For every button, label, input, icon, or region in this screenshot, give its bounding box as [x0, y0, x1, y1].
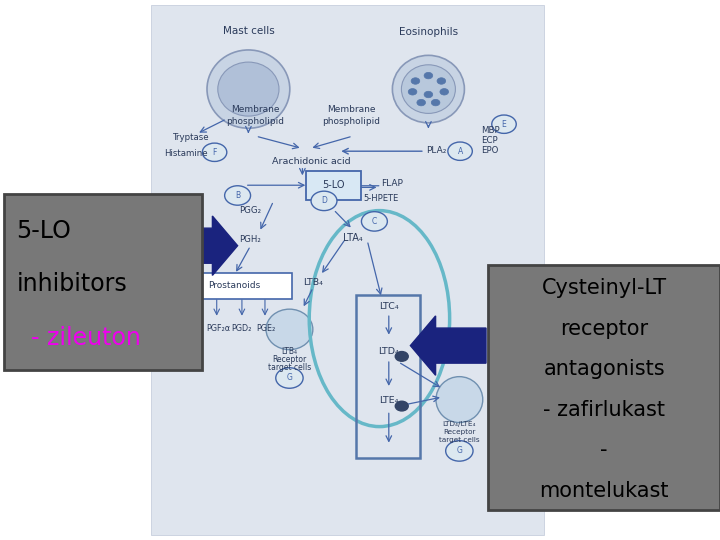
Text: Membrane: Membrane [231, 105, 280, 113]
Text: Eosinophils: Eosinophils [399, 28, 458, 37]
Text: 5-LO: 5-LO [17, 219, 71, 242]
Text: E: E [502, 120, 506, 129]
Ellipse shape [207, 50, 289, 128]
Text: Mast cells: Mast cells [222, 26, 274, 36]
Circle shape [417, 99, 426, 106]
Text: - zafirlukast: - zafirlukast [543, 400, 665, 420]
FancyBboxPatch shape [488, 265, 720, 510]
Text: PGH₂: PGH₂ [240, 235, 261, 244]
Circle shape [437, 78, 446, 84]
Circle shape [424, 91, 433, 98]
Ellipse shape [392, 56, 464, 123]
Ellipse shape [217, 62, 279, 116]
Ellipse shape [402, 65, 455, 113]
Text: Membrane: Membrane [327, 105, 376, 113]
Text: receptor: receptor [560, 319, 648, 339]
Text: FLAP: FLAP [382, 179, 403, 188]
Circle shape [431, 99, 440, 106]
Text: B: B [235, 191, 240, 200]
FancyArrow shape [137, 216, 238, 275]
Circle shape [361, 212, 387, 231]
FancyBboxPatch shape [4, 194, 202, 370]
Text: inhibitors: inhibitors [17, 272, 127, 295]
Circle shape [202, 143, 227, 161]
FancyBboxPatch shape [306, 171, 361, 200]
Text: Receptor: Receptor [272, 355, 307, 363]
Circle shape [225, 186, 251, 205]
Text: 5-HPETE: 5-HPETE [364, 194, 399, 203]
Text: antagonists: antagonists [544, 359, 665, 379]
Ellipse shape [436, 377, 482, 422]
Text: TXA₂: TXA₂ [184, 324, 202, 333]
Text: target cells: target cells [268, 363, 311, 372]
Text: Tryptase: Tryptase [173, 133, 209, 142]
FancyBboxPatch shape [176, 273, 292, 299]
Text: Histamine: Histamine [164, 150, 207, 158]
Text: ECP: ECP [481, 136, 498, 145]
Text: LTB₄: LTB₄ [303, 278, 323, 287]
Text: Arachidonic acid: Arachidonic acid [271, 158, 351, 166]
Text: 5-LO: 5-LO [322, 180, 345, 190]
Text: PGG₂: PGG₂ [240, 206, 261, 215]
Text: phospholipid: phospholipid [227, 117, 284, 126]
Text: target cells: target cells [439, 437, 480, 443]
Text: LTA₄: LTA₄ [343, 233, 363, 242]
Text: PLA₂: PLA₂ [426, 146, 446, 154]
Text: G: G [456, 447, 462, 455]
Text: A: A [457, 147, 463, 156]
Circle shape [411, 78, 420, 84]
Ellipse shape [266, 309, 312, 350]
Circle shape [276, 368, 303, 388]
Circle shape [395, 401, 408, 411]
Text: D: D [321, 197, 327, 205]
Text: F: F [212, 148, 217, 157]
Text: LTD₄/LTE₄: LTD₄/LTE₄ [443, 421, 476, 427]
Text: - zileuton: - zileuton [31, 326, 141, 349]
Circle shape [408, 89, 417, 95]
Text: PGD₂: PGD₂ [232, 324, 252, 333]
Text: -: - [600, 440, 608, 460]
Text: montelukast: montelukast [539, 481, 669, 501]
Text: PGE₂: PGE₂ [256, 324, 275, 333]
Text: LTE₄: LTE₄ [379, 396, 398, 405]
Text: LTB₄: LTB₄ [282, 347, 297, 355]
Text: C: C [372, 217, 377, 226]
Circle shape [311, 191, 337, 211]
Circle shape [448, 142, 472, 160]
Text: PGF₂α: PGF₂α [206, 324, 230, 333]
Text: Cysteinyl-LT: Cysteinyl-LT [541, 278, 667, 298]
Text: LTD₄: LTD₄ [379, 347, 399, 355]
FancyBboxPatch shape [151, 5, 544, 535]
Text: Receptor: Receptor [443, 429, 476, 435]
Text: phospholipid: phospholipid [323, 117, 380, 126]
Circle shape [446, 441, 473, 461]
Circle shape [395, 352, 408, 361]
FancyArrow shape [410, 316, 486, 375]
Text: G: G [287, 374, 292, 382]
Text: Prostanoids: Prostanoids [209, 281, 261, 290]
Circle shape [440, 89, 449, 95]
Circle shape [424, 72, 433, 79]
Text: LTC₄: LTC₄ [379, 302, 399, 311]
Circle shape [492, 115, 516, 133]
Text: MBP: MBP [481, 126, 500, 135]
Text: EPO: EPO [481, 146, 498, 154]
